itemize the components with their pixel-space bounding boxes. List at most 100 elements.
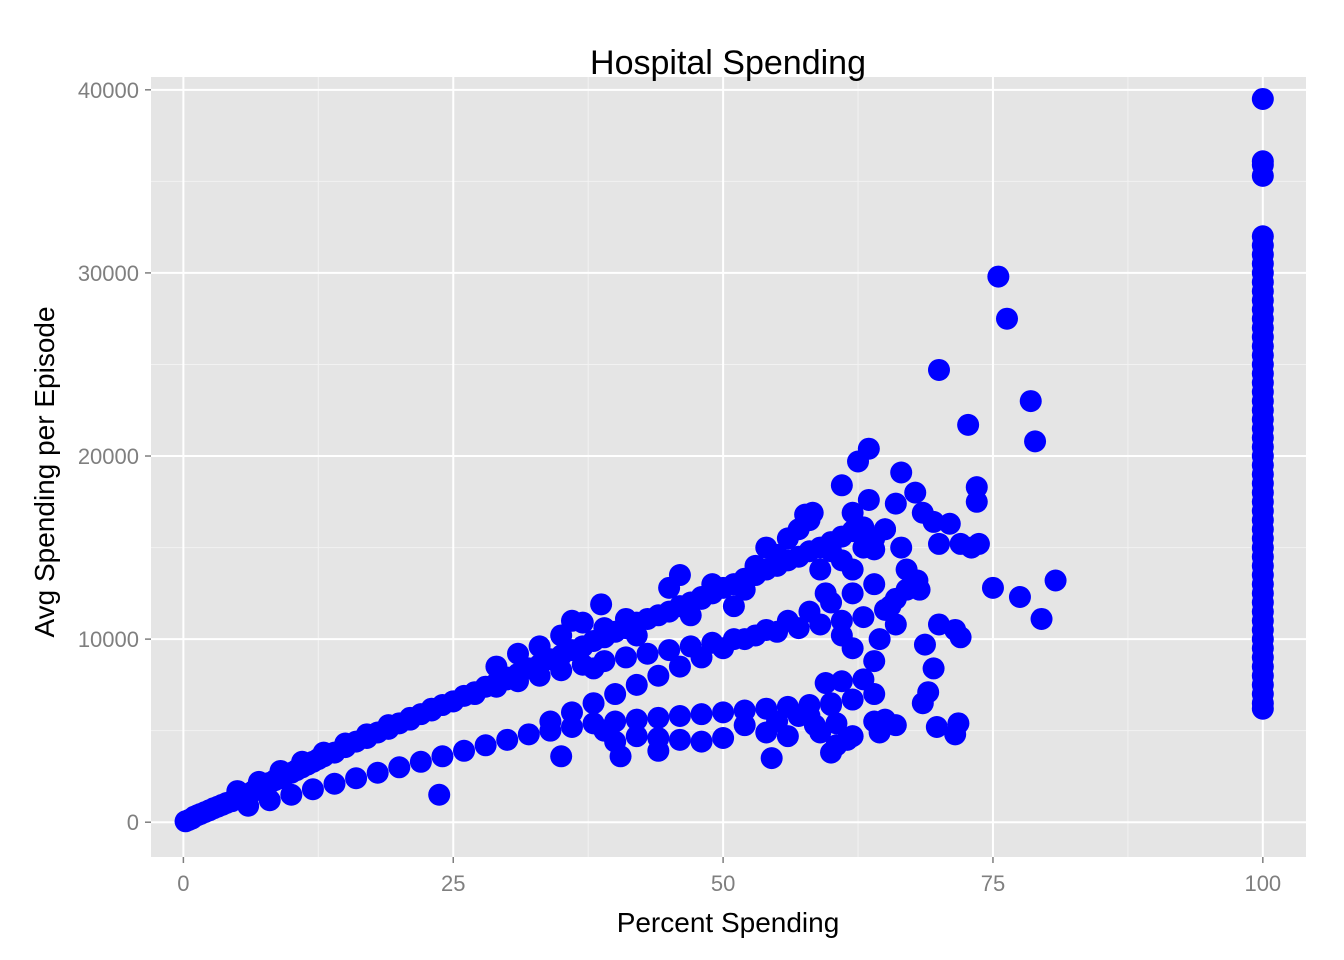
data-point [820,694,843,717]
data-point [814,672,837,695]
data-point [528,635,551,658]
data-point [647,726,670,749]
data-point [593,719,616,742]
data-point [453,739,476,762]
data-point [291,750,314,773]
data-point [820,741,843,764]
data-point [528,664,551,687]
data-point [442,690,465,713]
data-point [890,461,913,484]
data-point [625,725,648,748]
data-point [507,642,530,665]
data-point [463,683,486,706]
x-axis-ticks [182,857,1264,863]
data-point [269,759,292,782]
data-point [301,778,324,801]
data-point [1044,569,1067,592]
data-point [334,732,357,755]
data-point [863,650,886,673]
data-point [614,646,637,669]
data-point [258,789,281,812]
data-point [863,538,886,561]
data-point [830,474,853,497]
data-point [890,536,913,559]
data-point [625,708,648,731]
data-point [922,510,945,533]
data-point [668,564,691,587]
data-point [830,670,853,693]
data-point [647,664,670,687]
data-point [874,518,897,541]
data-point [755,618,778,641]
data-point [625,673,648,696]
data-point [944,723,967,746]
x-tick-label: 75 [981,871,1005,896]
data-point [760,747,783,770]
data-point [431,745,454,768]
data-point [884,492,907,515]
data-point [957,413,980,436]
data-point [312,741,335,764]
y-axis-title: Avg Spending per Episode [29,306,60,637]
x-tick-label: 25 [441,871,465,896]
data-point [636,642,659,665]
data-point [809,558,832,581]
data-point [280,783,303,806]
y-axis-ticks [145,89,151,823]
data-point [841,637,864,660]
data-point [560,701,583,724]
data-point [857,437,880,460]
data-point [949,626,972,649]
data-point [733,628,756,651]
data-point [987,265,1010,288]
data-point [366,761,389,784]
data-point [690,703,713,726]
data-point [1251,697,1274,720]
data-point [496,728,519,751]
data-point [927,532,950,555]
x-tick-label: 50 [711,871,735,896]
y-tick-label: 0 [127,810,139,835]
data-point [474,734,497,757]
x-tick-label: 0 [177,871,189,896]
data-point [1030,607,1053,630]
data-point [1019,390,1042,413]
data-point [712,726,735,749]
data-point [690,730,713,753]
chart-title: Hospital Spending [590,44,866,82]
data-point [1008,586,1031,608]
data-point [744,554,767,577]
data-point [814,582,837,605]
data-point [841,558,864,581]
data-point [247,770,270,793]
data-point [712,637,735,660]
data-point [798,600,821,623]
data-point [938,512,961,535]
data-point [550,745,573,768]
data-point [927,358,950,381]
data-point [836,728,859,751]
data-point [868,628,891,651]
x-axis-tick-labels: 0 25 50 75 100 [177,871,1281,896]
data-point [908,578,931,601]
data-point [913,633,936,656]
y-tick-label: 40000 [78,78,139,103]
data-point [766,543,789,566]
data-point [825,712,848,735]
data-point [967,532,990,555]
data-point [323,772,346,795]
data-point [668,705,691,728]
data-point [582,657,605,680]
data-point [420,697,443,720]
data-point [852,606,875,629]
data-point [917,681,940,704]
data-point [841,688,864,711]
data-point [733,714,756,737]
data-point [590,593,613,616]
data-point [1024,430,1047,453]
data-point [539,710,562,733]
data-point [517,723,540,746]
data-point [658,639,681,662]
data-point [841,501,864,524]
